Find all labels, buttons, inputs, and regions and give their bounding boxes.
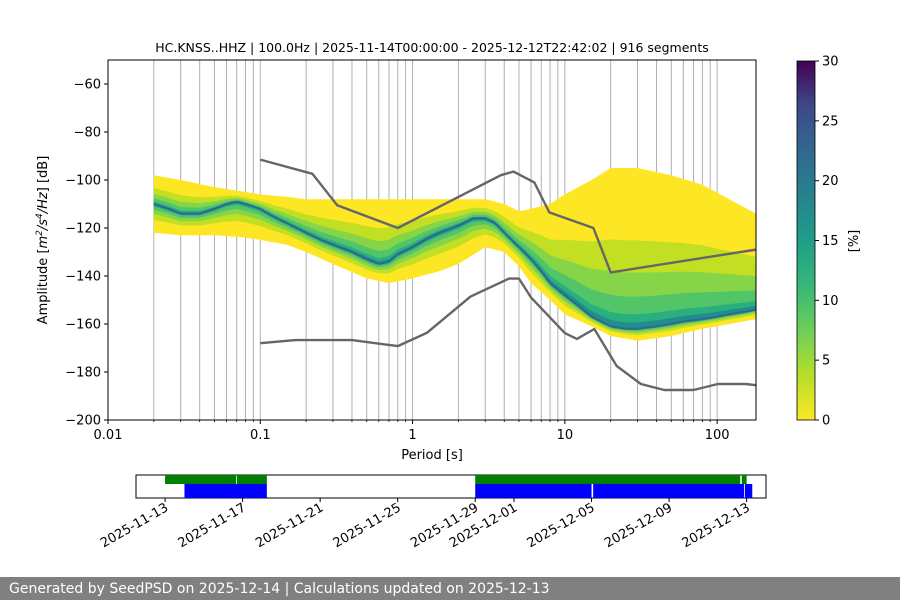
availability-green-segment bbox=[741, 475, 747, 484]
y-tick-label: −160 bbox=[65, 318, 101, 333]
availability-green-segment bbox=[165, 475, 237, 484]
colorbar-ticks: 0 5 10 15 20 25 30 bbox=[815, 55, 839, 429]
noise-models bbox=[259, 158, 756, 392]
psd-figure: HC.KNSS..HHZ | 100.0Hz | 2025-11-14T00:0… bbox=[35, 40, 862, 551]
date-tick-label: 2025-11-25 bbox=[331, 500, 404, 551]
pdf-mode-line bbox=[153, 200, 756, 330]
y-axis-label: Amplitude [m2/s4/Hz] [dB] bbox=[35, 156, 51, 325]
nlnm-curve bbox=[260, 277, 756, 392]
date-axis-ticks: 2025-11-13 2025-11-17 2025-11-21 2025-11-25… bbox=[98, 498, 753, 551]
x-axis-ticks: 0.01 0.1 1 10 100 bbox=[94, 420, 730, 443]
date-tick-label: 2025-12-13 bbox=[680, 500, 753, 551]
y-label-exp-2: 2 bbox=[35, 230, 45, 236]
x-tick-label: 0.1 bbox=[250, 428, 271, 443]
availability-blue-segment bbox=[593, 484, 745, 498]
availability-blue-segment bbox=[745, 484, 753, 498]
availability-green-segment bbox=[475, 475, 741, 484]
y-tick-label: −200 bbox=[65, 414, 101, 429]
availability-blue-segment bbox=[184, 484, 267, 498]
y-tick-label: −80 bbox=[74, 126, 101, 141]
pdf-heatmap bbox=[153, 168, 756, 341]
y-label-exp-4: 4 bbox=[35, 213, 45, 219]
availability-bars bbox=[165, 475, 753, 498]
colorbar-tick-label: 25 bbox=[822, 114, 839, 129]
nhnm-curve bbox=[259, 158, 756, 274]
x-axis-label: Period [s] bbox=[401, 448, 463, 463]
date-tick-label: 2025-12-05 bbox=[525, 500, 598, 551]
colorbar bbox=[796, 60, 816, 421]
x-tick-label: 1 bbox=[408, 428, 416, 443]
x-tick-label: 100 bbox=[705, 428, 730, 443]
x-tick-label: 10 bbox=[557, 428, 574, 443]
y-tick-label: −100 bbox=[65, 174, 101, 189]
colorbar-tick-label: 15 bbox=[822, 234, 839, 249]
date-tick-label: 2025-11-17 bbox=[176, 500, 249, 551]
y-tick-label: −60 bbox=[74, 78, 101, 93]
y-label-suffix: ] [dB] bbox=[36, 156, 51, 193]
y-label-prefix: Amplitude [ bbox=[36, 248, 51, 324]
y-tick-label: −120 bbox=[65, 222, 101, 237]
y-label-unit-hz: /Hz bbox=[36, 191, 51, 214]
colorbar-tick-label: 0 bbox=[822, 414, 830, 429]
y-tick-label: −180 bbox=[65, 366, 101, 381]
y-tick-label: −140 bbox=[65, 270, 101, 285]
availability-blue-segment bbox=[475, 484, 592, 498]
colorbar-tick-label: 20 bbox=[822, 174, 839, 189]
footer-bar: Generated by SeedPSD on 2025-12-14 | Cal… bbox=[0, 577, 900, 600]
date-tick-label: 2025-12-09 bbox=[602, 500, 675, 551]
colorbar-tick-label: 5 bbox=[822, 354, 830, 369]
plot-frame bbox=[107, 59, 757, 421]
x-tick-label: 0.01 bbox=[94, 428, 123, 443]
date-tick-label: 2025-11-13 bbox=[98, 500, 171, 551]
y-label-unit-s: /s bbox=[36, 219, 51, 231]
date-tick-label: 2025-11-21 bbox=[253, 500, 326, 551]
y-label-unit-m: m bbox=[36, 236, 51, 249]
colorbar-tick-label: 10 bbox=[822, 294, 839, 309]
availability-green-segment bbox=[236, 475, 267, 484]
pdf-band-5 bbox=[153, 200, 756, 330]
chart-title: HC.KNSS..HHZ | 100.0Hz | 2025-11-14T00:0… bbox=[155, 40, 709, 55]
y-axis-ticks: −60 −80 −100 −120 −140 −160 −180 −200 bbox=[65, 78, 108, 429]
colorbar-label: [%] bbox=[847, 230, 862, 253]
colorbar-tick-label: 30 bbox=[822, 55, 839, 70]
